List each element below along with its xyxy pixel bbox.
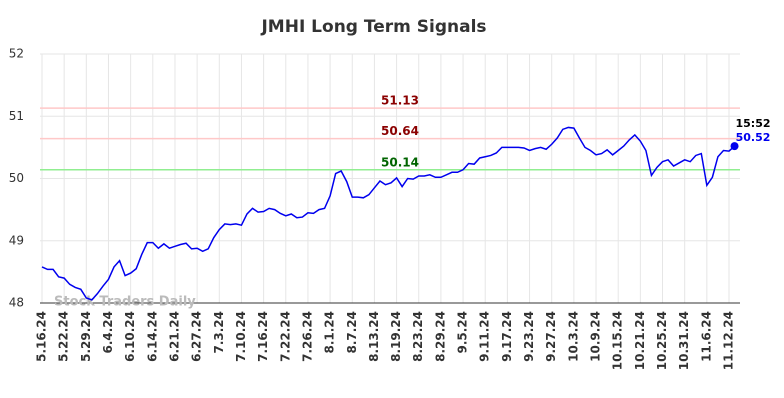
x-tick-label: 8.23.24 xyxy=(411,311,425,362)
x-tick-label: 9.11.24 xyxy=(478,311,492,362)
x-tick-label: 5.22.24 xyxy=(57,311,71,362)
x-tick-label: 8.29.24 xyxy=(433,311,447,362)
x-tick-label: 5.16.24 xyxy=(35,311,49,362)
reference-label: 50.64 xyxy=(381,124,419,138)
x-tick-label: 7.16.24 xyxy=(256,311,270,362)
x-tick-label: 8.13.24 xyxy=(367,311,381,362)
x-tick-label: 8.19.24 xyxy=(389,311,403,362)
x-tick-label: 5.29.24 xyxy=(79,311,93,362)
x-tick-label: 7.10.24 xyxy=(234,311,248,362)
x-tick-label: 10.9.24 xyxy=(589,311,603,362)
y-tick-label: 49 xyxy=(9,233,24,247)
y-tick-label: 50 xyxy=(9,171,24,185)
x-tick-label: 6.10.24 xyxy=(123,311,137,362)
x-tick-label: 9.23.24 xyxy=(522,311,536,362)
x-tick-label: 11.6.24 xyxy=(699,311,713,362)
x-tick-label: 11.12.24 xyxy=(722,311,736,370)
last-value: 50.52 xyxy=(736,131,771,144)
x-tick-label: 6.27.24 xyxy=(190,311,204,362)
x-tick-label: 9.27.24 xyxy=(544,311,558,362)
x-tick-label: 10.21.24 xyxy=(633,311,647,370)
x-tick-label: 10.31.24 xyxy=(677,311,691,370)
x-tick-label: 10.15.24 xyxy=(611,311,625,370)
x-tick-label: 6.21.24 xyxy=(167,311,181,362)
reference-label: 51.13 xyxy=(381,94,419,108)
x-tick-label: 7.22.24 xyxy=(278,311,292,362)
chart-title: JMHI Long Term Signals xyxy=(260,17,486,37)
last-point xyxy=(730,142,739,151)
last-time: 15:52 xyxy=(735,117,770,130)
x-tick-label: 9.17.24 xyxy=(500,311,514,362)
x-tick-label: 8.1.24 xyxy=(323,311,337,354)
x-tick-label: 6.14.24 xyxy=(145,311,159,362)
y-tick-label: 48 xyxy=(9,296,24,310)
x-tick-label: 10.25.24 xyxy=(655,311,669,370)
watermark: Stock Traders Daily xyxy=(54,295,196,310)
x-tick-label: 9.5.24 xyxy=(456,311,470,354)
y-tick-label: 52 xyxy=(9,47,24,61)
x-tick-label: 7.3.24 xyxy=(212,311,226,354)
x-tick-label: 8.7.24 xyxy=(345,311,359,354)
x-tick-label: 10.3.24 xyxy=(566,311,580,362)
x-tick-label: 7.26.24 xyxy=(300,311,314,362)
reference-label: 50.14 xyxy=(381,155,419,169)
x-tick-label: 6.4.24 xyxy=(101,311,115,354)
price-line xyxy=(41,126,736,301)
y-tick-label: 51 xyxy=(9,109,24,123)
